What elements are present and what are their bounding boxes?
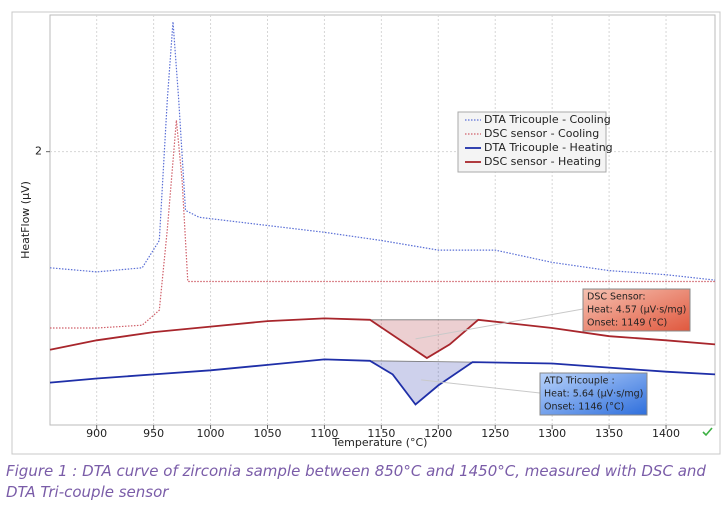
annotation-box [582, 288, 691, 332]
legend-label: DSC sensor - Heating [484, 155, 601, 168]
x-tick-label: 950 [143, 427, 164, 440]
annotation-text: Onset: 1149 (°C) [587, 318, 667, 329]
series-line [49, 21, 716, 281]
annotation-text: Heat: 5.64 (µV·s/mg) [544, 389, 643, 400]
x-tick-label: 1100 [310, 427, 338, 440]
x-tick-label: 1050 [253, 427, 281, 440]
x-tick-label: 1400 [652, 427, 680, 440]
x-tick-label: 1300 [538, 427, 566, 440]
x-tick-label: 1000 [197, 427, 225, 440]
y-axis-label: HeatFlow (µV) [19, 181, 32, 259]
x-tick-label: 1150 [367, 427, 395, 440]
x-tick-label: 1250 [481, 427, 509, 440]
x-axis-label: Temperature (°C) [332, 436, 428, 449]
legend-label: DSC sensor - Cooling [484, 127, 599, 140]
x-tick-label: 1200 [424, 427, 452, 440]
annotation-box [539, 372, 648, 416]
y-tick-label: 2 [35, 145, 42, 158]
x-tick-label: 1350 [595, 427, 623, 440]
legend [457, 111, 607, 173]
annotation-text: Onset: 1146 (°C) [544, 402, 624, 413]
annotation-text: ATD Tricouple : [544, 376, 615, 387]
check-icon [702, 427, 713, 437]
series-line [49, 358, 716, 406]
series-line [50, 120, 715, 329]
legend-label: DTA Tricouple - Cooling [484, 113, 611, 126]
legend-label: DTA Tricouple - Heating [484, 141, 613, 154]
annotation-text: Heat: 4.57 (µV·s/mg) [587, 305, 686, 316]
annotation-text: DSC Sensor: [587, 292, 646, 303]
chart: HeatFlow (µV) Temperature (°C) 900 950 100… [11, 11, 721, 455]
annotation-leader [415, 308, 584, 340]
annotation-leader [421, 379, 541, 394]
caption: Figure 1 : DTA curve of zirconia sample … [6, 462, 706, 501]
x-tick-label: 900 [86, 427, 107, 440]
series-line [49, 317, 716, 360]
